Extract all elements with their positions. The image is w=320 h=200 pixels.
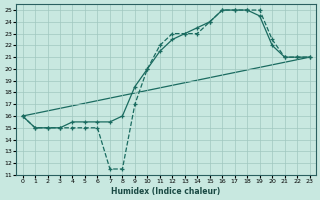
X-axis label: Humidex (Indice chaleur): Humidex (Indice chaleur) [111,187,221,196]
